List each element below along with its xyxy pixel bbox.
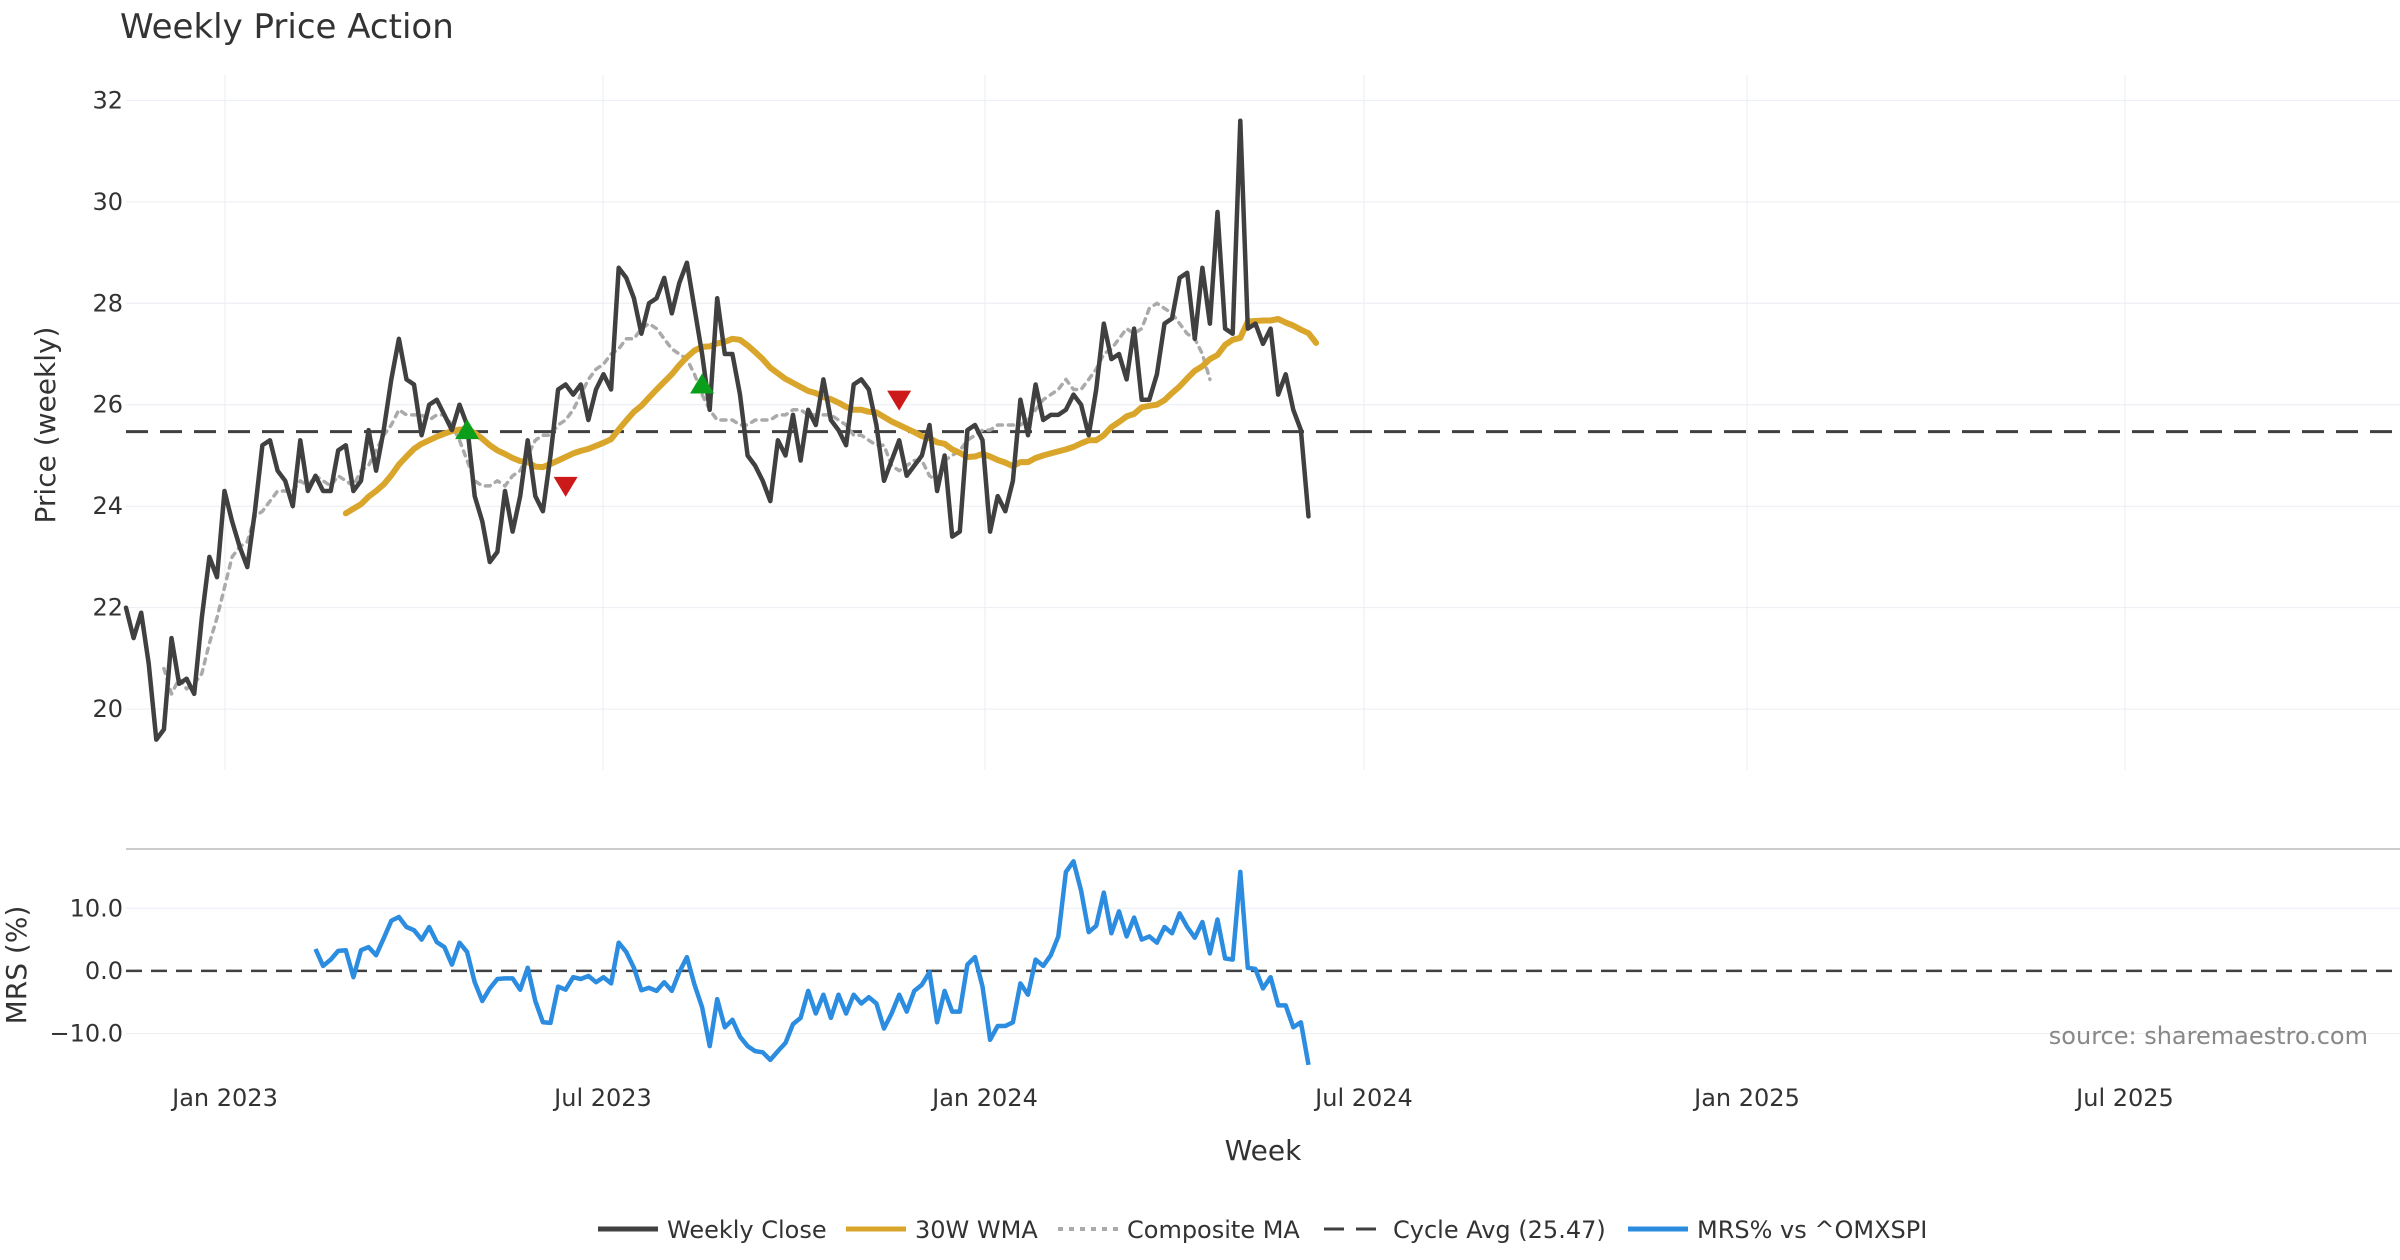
x-tick-label: Jan 2023 bbox=[170, 1084, 278, 1112]
mrs-y-tick-label: 0.0 bbox=[85, 957, 123, 985]
mrs-y-ticks: 10.0 0.0 −10.0 bbox=[49, 894, 123, 1047]
legend-label: MRS% vs ^OMXSPI bbox=[1697, 1216, 1927, 1244]
sell-signal-marker bbox=[553, 476, 578, 497]
legend-label: Weekly Close bbox=[667, 1216, 827, 1244]
mrs-y-tick-label: 10.0 bbox=[70, 894, 123, 922]
buy-signal-marker bbox=[690, 373, 715, 394]
mrs-gridlines bbox=[126, 907, 2400, 1035]
x-axis-title: Week bbox=[1225, 1134, 1302, 1167]
price-y-ticks: 20 22 24 26 28 30 32 bbox=[92, 86, 123, 723]
price-y-axis-title: Price (weekly) bbox=[29, 327, 62, 524]
x-ticks: Jan 2023 Jul 2023 Jan 2024 Jul 2024 Jan 2025… bbox=[170, 1084, 2174, 1112]
price-y-tick-label: 28 bbox=[92, 289, 123, 317]
x-tick-label: Jul 2023 bbox=[552, 1084, 652, 1112]
legend-label: Cycle Avg (25.47) bbox=[1393, 1216, 1606, 1244]
signal-markers bbox=[455, 373, 912, 497]
sell-signal-marker bbox=[887, 390, 912, 411]
source-label: source: sharemaestro.com bbox=[2049, 1022, 2368, 1050]
mrs-y-axis-title: MRS (%) bbox=[0, 906, 33, 1025]
buy-signal-marker bbox=[455, 419, 480, 440]
chart-title: Weekly Price Action bbox=[120, 7, 454, 47]
price-y-tick-label: 26 bbox=[92, 391, 123, 419]
mrs-y-tick-label: −10.0 bbox=[49, 1020, 123, 1048]
series-mrs bbox=[313, 859, 1311, 1066]
mrs-series-group bbox=[313, 859, 1311, 1066]
price-y-tick-label: 32 bbox=[92, 86, 123, 114]
series-30w-wma bbox=[342, 316, 1320, 517]
x-tick-label: Jul 2024 bbox=[1313, 1084, 1413, 1112]
legend-label: 30W WMA bbox=[915, 1216, 1038, 1244]
price-y-tick-label: 22 bbox=[92, 594, 123, 622]
x-tick-label: Jan 2025 bbox=[1692, 1084, 1800, 1112]
x-tick-label: Jan 2024 bbox=[930, 1084, 1038, 1112]
series-weekly-close bbox=[123, 118, 1311, 742]
legend: Weekly Close 30W WMA Composite MA Cycle Avg… bbox=[598, 1216, 1927, 1244]
price-series-group bbox=[123, 118, 2400, 742]
price-y-tick-label: 24 bbox=[92, 492, 123, 520]
price-y-tick-label: 20 bbox=[92, 695, 123, 723]
price-y-tick-label: 30 bbox=[92, 188, 123, 216]
x-tick-label: Jul 2025 bbox=[2074, 1084, 2174, 1112]
legend-label: Composite MA bbox=[1127, 1216, 1300, 1244]
